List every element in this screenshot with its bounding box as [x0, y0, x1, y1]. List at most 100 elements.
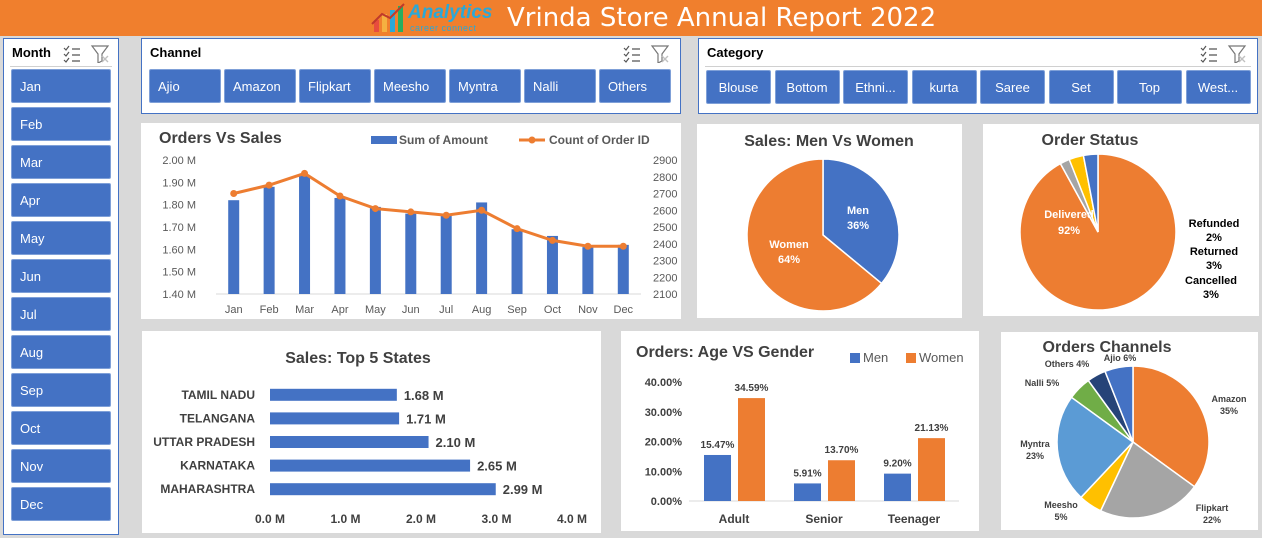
line-marker [336, 192, 344, 200]
bar-men [704, 454, 731, 501]
channel-item-nalli[interactable]: Nalli [524, 69, 596, 103]
bar-women [918, 438, 945, 501]
data-label: 2.10 M [436, 435, 476, 450]
month-item-apr[interactable]: Apr [11, 183, 111, 217]
bar-sum-of-amount [334, 197, 346, 294]
chart-title: Orders: Age VS Gender [636, 344, 814, 361]
bar-sum-of-amount [405, 213, 417, 294]
y-right-tick-label: 2600 [653, 205, 677, 217]
legend-label: Count of Order ID [549, 133, 650, 147]
x-tick-label: Jun [402, 304, 420, 316]
y-tick-label: 20.00% [645, 437, 683, 449]
bar-men [884, 473, 911, 501]
bar-women [828, 460, 855, 501]
pie-pct-label: 5% [1054, 512, 1067, 522]
x-tick-label: Nov [578, 304, 598, 316]
month-item-sep[interactable]: Sep [11, 373, 111, 407]
x-tick-label: 0.0 M [255, 512, 285, 526]
multi-select-icon[interactable] [623, 45, 640, 63]
pie-label: Amazon [1211, 394, 1246, 404]
pie-slice-men [822, 158, 900, 285]
slicer-divider [10, 66, 112, 67]
category-slicer: Category Blouse Bottom Ethni... kurta Saree S… [698, 38, 1258, 114]
y-tick-label: UTTAR PRADESH [153, 435, 255, 449]
legend-swatch-men [850, 353, 860, 363]
data-label: 1.71 M [406, 411, 446, 426]
month-item-aug[interactable]: Aug [11, 335, 111, 369]
y-left-tick-label: 1.50 M [162, 267, 196, 279]
category-item-4[interactable]: Saree [980, 70, 1045, 104]
y-tick-label: 10.00% [645, 466, 683, 478]
data-label: 13.70% [825, 445, 859, 456]
y-tick-label: MAHARASHTRA [160, 482, 255, 496]
orders-vs-sales-chart: Orders Vs Sales Sum of Amount Count of O… [159, 130, 677, 316]
orders-channels-chart: Orders Channels Amazon 35% Flipkart 22% Mees… [1020, 339, 1246, 525]
legend-label: Women [919, 350, 964, 365]
category-item-1[interactable]: Bottom [774, 70, 840, 104]
month-item-mar[interactable]: Mar [11, 145, 111, 179]
category-item-6[interactable]: Top [1117, 70, 1182, 104]
y-right-tick-label: 2700 [653, 189, 677, 201]
age-vs-gender-panel: Orders: Age VS Gender Men Women 0.00% 10.… [621, 331, 979, 531]
channel-item-others[interactable]: Others [599, 69, 671, 103]
bar-state [270, 412, 400, 425]
legend-swatch-women [906, 353, 916, 363]
channel-item-flipkart[interactable]: Flipkart [299, 69, 371, 103]
category-slicer-title: Category [707, 45, 764, 60]
pie-slice-myntra [1056, 396, 1135, 499]
x-tick-label: Aug [472, 304, 492, 316]
slicer-divider [705, 66, 1251, 67]
y-tick-label: 30.00% [645, 407, 683, 419]
pie-label: Women [769, 239, 809, 251]
data-label: 1.68 M [404, 388, 444, 403]
month-item-dec[interactable]: Dec [11, 487, 111, 521]
line-marker [301, 169, 309, 177]
month-item-jan[interactable]: Jan [11, 69, 111, 103]
month-item-jun[interactable]: Jun [11, 259, 111, 293]
channel-item-meesho[interactable]: Meesho [374, 69, 446, 103]
clear-filter-icon[interactable] [1227, 45, 1247, 63]
category-item-3[interactable]: kurta [911, 70, 977, 104]
month-item-oct[interactable]: Oct [11, 411, 111, 445]
month-item-feb[interactable]: Feb [11, 107, 111, 141]
y-tick-label: TELANGANA [180, 411, 256, 425]
category-item-2[interactable]: Ethni... [843, 70, 908, 104]
x-tick-label: Senior [805, 512, 843, 526]
pie-pct-label: 92% [1058, 225, 1080, 237]
pie-pct-label: 36% [847, 220, 869, 232]
order-status-chart: Order Status Delivered 92% Refunded 2% Retur… [1019, 132, 1239, 311]
pie-pct-label: 64% [778, 254, 800, 266]
data-label: 2.65 M [477, 459, 517, 474]
chart-title: Orders Channels [1043, 339, 1172, 356]
category-item-5[interactable]: Set [1048, 70, 1114, 104]
multi-select-icon[interactable] [1200, 45, 1217, 63]
bar-sum-of-amount [511, 229, 523, 294]
month-item-nov[interactable]: Nov [11, 449, 111, 483]
bar-state [270, 459, 471, 472]
category-item-0[interactable]: Blouse [706, 70, 771, 104]
y-left-tick-label: 2.00 M [162, 155, 196, 167]
clear-filter-icon[interactable] [650, 45, 670, 63]
chart-title: Order Status [1042, 132, 1139, 149]
channel-item-amazon[interactable]: Amazon [224, 69, 296, 103]
clear-filter-icon[interactable] [90, 45, 110, 63]
month-slicer: Month Jan Feb Mar Apr May Jun Jul Aug Sep Oct Nov D… [3, 38, 119, 535]
bar-sum-of-amount [263, 186, 275, 294]
x-tick-label: Dec [614, 304, 634, 316]
orders-channels-panel: Orders Channels Amazon 35% Flipkart 22% Mees… [1001, 332, 1258, 530]
y-left-tick-label: 1.70 M [162, 222, 196, 234]
month-item-may[interactable]: May [11, 221, 111, 255]
x-tick-label: Teenager [888, 512, 941, 526]
channel-item-myntra[interactable]: Myntra [449, 69, 521, 103]
category-item-7[interactable]: West... [1185, 70, 1251, 104]
orders-vs-sales-panel: Orders Vs Sales Sum of Amount Count of O… [141, 123, 681, 319]
multi-select-icon[interactable] [63, 45, 80, 63]
legend-swatch-bar [371, 136, 397, 144]
dashboard-header: Analytics career connect Vrinda Store An… [0, 0, 1262, 36]
channel-item-ajio[interactable]: Ajio [149, 69, 221, 103]
order-status-panel: Order Status Delivered 92% Refunded 2% Retur… [983, 124, 1259, 316]
bar-women [738, 398, 765, 501]
line-marker [371, 205, 379, 213]
month-item-jul[interactable]: Jul [11, 297, 111, 331]
bar-sum-of-amount [476, 202, 488, 294]
